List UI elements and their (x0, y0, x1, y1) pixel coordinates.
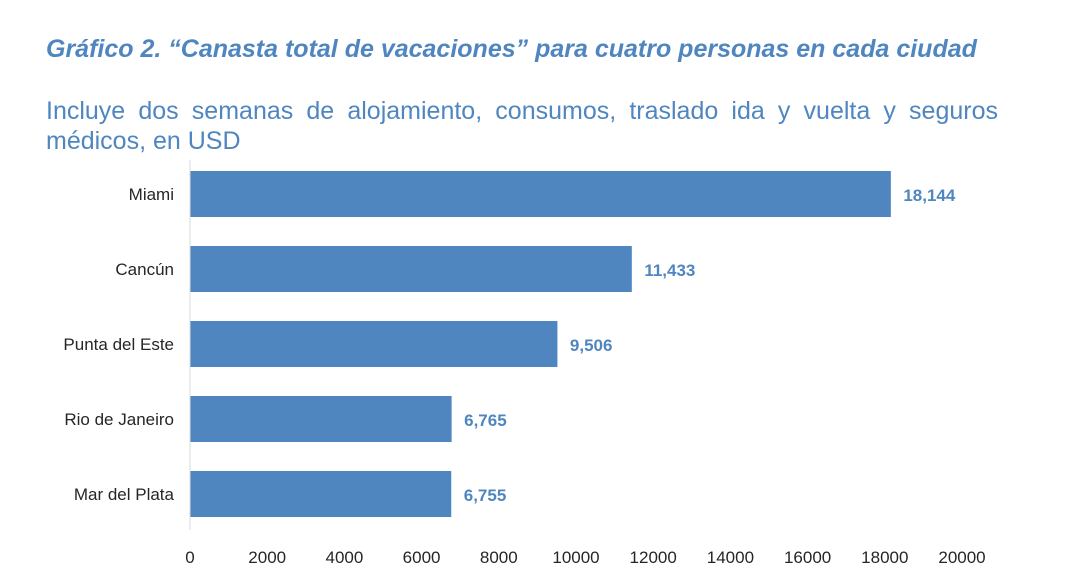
bar-punta-del-este (190, 321, 558, 367)
category-label: Mar del Plata (74, 485, 175, 504)
bar-miami (190, 171, 891, 217)
x-tick-label: 0 (185, 548, 194, 567)
x-tick-label: 14000 (707, 548, 754, 567)
x-tick-label: 2000 (248, 548, 286, 567)
value-label: 9,506 (570, 336, 613, 355)
value-label: 6,755 (464, 486, 507, 505)
category-label: Rio de Janeiro (64, 410, 174, 429)
value-labels: 18,144 11,433 9,506 6,765 6,755 (464, 186, 956, 505)
bars-group (190, 171, 891, 517)
category-label: Punta del Este (63, 335, 174, 354)
x-tick-label: 8000 (480, 548, 518, 567)
x-tick-labels: 0 2000 4000 6000 8000 10000 12000 14000 16000 180… (185, 548, 985, 567)
x-tick-label: 4000 (325, 548, 363, 567)
x-tick-label: 10000 (552, 548, 599, 567)
category-label: Cancún (115, 260, 174, 279)
bar-mar-del-plata (190, 471, 452, 517)
value-label: 11,433 (644, 261, 695, 280)
value-label: 18,144 (903, 186, 956, 205)
bar-cancún (190, 246, 632, 292)
x-tick-label: 20000 (938, 548, 985, 567)
x-tick-label: 12000 (630, 548, 677, 567)
category-label: Miami (129, 185, 174, 204)
value-label: 6,765 (464, 411, 507, 430)
category-labels: Miami Cancún Punta del Este Rio de Janeiro M… (63, 185, 174, 504)
x-tick-label: 16000 (784, 548, 831, 567)
bar-rio-de-janeiro (190, 396, 452, 442)
x-tick-label: 18000 (861, 548, 908, 567)
x-tick-label: 6000 (403, 548, 441, 567)
chart-subtitle: Incluye dos semanas de alojamiento, cons… (46, 97, 998, 155)
chart-title: Gráfico 2. “Canasta total de vacaciones”… (46, 35, 977, 63)
